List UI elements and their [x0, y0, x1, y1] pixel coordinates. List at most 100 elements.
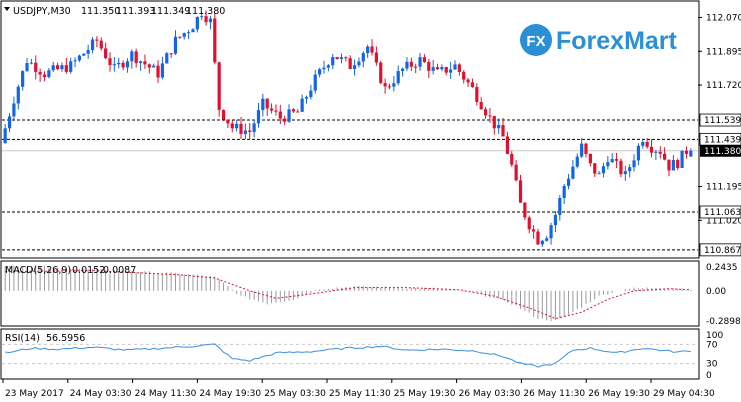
candle-body [440, 67, 444, 70]
candle-body [64, 65, 68, 72]
candle-body [444, 67, 448, 73]
candle-body [287, 109, 291, 122]
main-panel-frame [0, 0, 700, 259]
candle-body [352, 65, 357, 69]
candle-body [73, 60, 77, 62]
candle-body [3, 128, 7, 144]
candle-body [173, 36, 178, 54]
candle-body [169, 53, 173, 55]
symbol-label: USDJPY,M30 [13, 6, 71, 17]
candle-body [527, 217, 531, 230]
candle-body [475, 87, 479, 102]
candle-body [588, 153, 592, 164]
time-axis: 23 May 2017 24 May 03:30 24 May 11:30 24 Ma… [2, 379, 715, 399]
candle-body [296, 111, 300, 113]
candle-body [514, 164, 518, 181]
candle-body [21, 71, 25, 87]
candle-body [160, 63, 164, 78]
candle-body [492, 115, 496, 129]
candle-body [619, 160, 623, 175]
candle-body [278, 111, 282, 119]
price-tick-label: 111.895 [706, 47, 741, 57]
candle-body [584, 143, 588, 154]
candle-body [226, 119, 230, 124]
macd-tick-label: -0.2898 [706, 317, 741, 327]
macd-value-1: 0.0152 [72, 265, 105, 276]
candle-body [86, 50, 90, 54]
candle-body [261, 98, 265, 111]
candle-body [632, 160, 636, 168]
time-tick-label: 24 May 11:30 [135, 389, 197, 399]
candle-body [562, 185, 566, 199]
candle-body [483, 109, 488, 116]
candle-body [82, 53, 86, 56]
candle-body [614, 159, 619, 161]
candle-body [658, 151, 662, 154]
chart-header: USDJPY,M30 111.350 111.393 111.349 111.3… [4, 6, 225, 17]
ohlc-open: 111.350 [81, 6, 120, 17]
candle-body [108, 58, 112, 66]
candle-body [95, 39, 99, 41]
rsi-tick-label: 70 [706, 340, 718, 350]
candle-body [38, 71, 42, 75]
candle-body [379, 62, 383, 84]
candle-body [187, 32, 191, 34]
candle-body [654, 151, 658, 153]
candle-body [409, 61, 413, 67]
candle-body [392, 83, 396, 87]
time-tick-label: 24 May 19:30 [199, 389, 261, 399]
candle-body [689, 150, 693, 157]
level-price-box [699, 205, 741, 219]
candle-body [383, 83, 387, 87]
candle-body [112, 64, 116, 66]
candle-body [396, 71, 400, 84]
level-price-box [699, 113, 741, 127]
price-tick-label: 111.720 [706, 81, 741, 91]
ohlc-low: 111.349 [151, 6, 190, 17]
candle-body [357, 61, 361, 66]
candle-body [322, 67, 326, 70]
candle-body [221, 109, 226, 120]
candle-body [191, 29, 195, 33]
candle-body [566, 178, 571, 186]
candle-body [545, 238, 549, 241]
candle-body [667, 159, 671, 171]
candle-body [510, 153, 514, 165]
candle-body [99, 40, 103, 49]
candle-body [540, 240, 544, 245]
candle-body [649, 146, 654, 153]
candle-body [121, 62, 125, 68]
candle-body [457, 64, 461, 72]
candle-body [313, 74, 317, 91]
candle-body [558, 198, 562, 215]
candle-body [466, 79, 470, 83]
macd-header: MACD(5,26,9) 0.0152 0.0087 [5, 265, 136, 276]
candles [3, 10, 693, 247]
candle-body [138, 61, 143, 64]
candle-body [12, 103, 16, 117]
candle-body [165, 53, 169, 64]
candle-body [400, 68, 405, 72]
candle-body [361, 53, 365, 62]
candle-body [29, 62, 33, 64]
candle-body [125, 61, 130, 68]
price-axis: 112.070 111.895 111.720 111.195 111.020 111.5… [698, 13, 741, 257]
macd-label: MACD(5,26,9) [5, 265, 71, 276]
time-tick-label: 29 May 04:30 [653, 389, 715, 399]
macd-value-2: 0.0087 [103, 265, 136, 276]
candle-body [239, 123, 243, 134]
candle-body [195, 16, 199, 30]
ohlc-high: 111.393 [116, 6, 155, 17]
logo-mark: FX [526, 33, 545, 50]
candle-body [431, 67, 435, 71]
rsi-tick-label: 30 [706, 360, 718, 370]
candle-body [610, 159, 614, 163]
candle-body [374, 52, 378, 63]
candle-body [453, 64, 457, 70]
time-tick-label: 25 May 11:30 [329, 389, 391, 399]
candle-body [34, 62, 38, 72]
candle-body [130, 51, 134, 62]
dropdown-triangle-icon[interactable] [4, 7, 10, 11]
